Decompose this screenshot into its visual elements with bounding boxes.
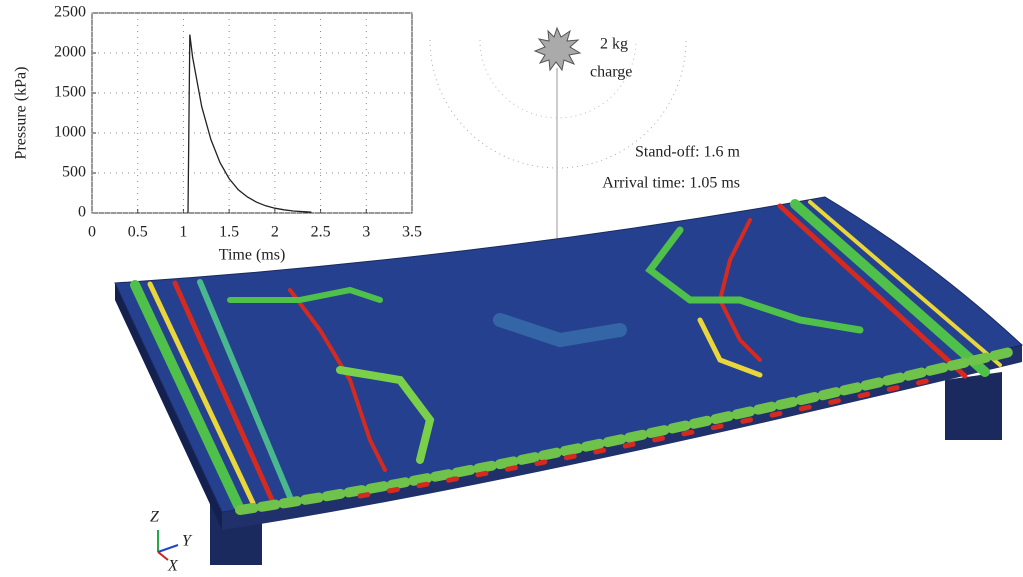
x-tick-label: 2.5 [311, 224, 331, 241]
x-tick-label: 2 [271, 224, 279, 241]
arrival-label: Arrival time: 1.05 ms [602, 175, 740, 192]
figure: 2 kg charge Stand-off: 1.6 m Arrival tim… [0, 0, 1023, 577]
axis-triad: Z Y X [150, 509, 193, 575]
x-tick-label: 3.5 [402, 224, 422, 241]
triad-label: Y [182, 533, 193, 550]
triad-label: X [167, 558, 179, 575]
charge-label: charge [590, 64, 632, 81]
x-axis-label: Time (ms) [219, 247, 286, 264]
x-tick-label: 1 [179, 224, 187, 241]
y-tick-label: 1000 [54, 124, 86, 141]
charge-icon [535, 28, 580, 70]
y-tick-label: 1500 [54, 84, 86, 101]
x-tick-label: 1.5 [219, 224, 239, 241]
y-axis-label: Pressure (kPa) [13, 67, 30, 160]
support-beam [945, 372, 1002, 440]
x-tick-label: 3 [362, 224, 370, 241]
standoff-label: Stand-off: 1.6 m [635, 144, 741, 161]
triad-label: Z [150, 509, 160, 526]
triad-axis [158, 545, 178, 552]
y-tick-label: 0 [78, 204, 86, 221]
plot-frame [92, 13, 412, 213]
y-tick-label: 2000 [54, 44, 86, 61]
y-tick-label: 500 [62, 164, 86, 181]
y-tick-label: 2500 [54, 4, 86, 21]
x-tick-label: 0 [88, 224, 96, 241]
charge-label: 2 kg [600, 36, 628, 53]
triad-axis [158, 552, 168, 560]
x-tick-label: 0.5 [128, 224, 148, 241]
